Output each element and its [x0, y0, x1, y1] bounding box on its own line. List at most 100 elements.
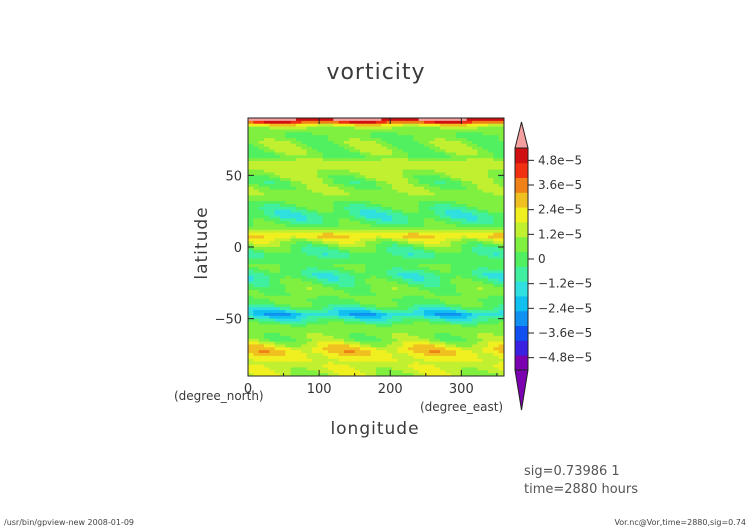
colorbar-tick-label: 3.6e−5: [538, 178, 582, 192]
field-cell: [269, 138, 276, 142]
field-cell: [477, 189, 484, 194]
field-cell: [434, 370, 441, 374]
field-cell: [418, 367, 425, 371]
field-cell: [488, 364, 494, 368]
field-cell: [285, 350, 292, 354]
field-cell: [386, 333, 393, 337]
field-cell: [269, 135, 276, 139]
field-cell: [317, 355, 324, 360]
field-cell: [456, 249, 462, 254]
field-cell: [418, 229, 425, 234]
field-cell: [472, 232, 478, 237]
field-cell: [493, 307, 500, 311]
field-cell: [386, 370, 393, 374]
field-cell: [274, 218, 281, 222]
field-cell: [317, 278, 324, 282]
field-cell: [477, 198, 484, 202]
field-cell: [306, 221, 313, 225]
field-cell: [354, 244, 361, 248]
field-cell: [477, 344, 484, 348]
field-cell: [482, 224, 489, 228]
field-cell: [408, 252, 414, 257]
field-cell: [365, 310, 372, 314]
field-cell: [376, 333, 382, 337]
field-cell: [344, 172, 350, 176]
field-cell: [440, 241, 446, 245]
field-cell: [376, 135, 382, 139]
field-cell: [434, 232, 441, 237]
field-cell: [312, 344, 318, 348]
field-cell: [344, 252, 350, 257]
field-cell: [253, 118, 260, 122]
field-cell: [365, 241, 372, 245]
field-cell: [461, 341, 468, 346]
field-cell: [322, 201, 329, 205]
field-cell: [349, 169, 356, 174]
field-cell: [301, 304, 308, 308]
field-cell: [296, 212, 302, 217]
field-cell: [493, 350, 500, 354]
field-cell: [274, 330, 281, 334]
field-cell: [418, 324, 425, 328]
field-cell: [408, 244, 414, 248]
field-cell: [472, 252, 478, 257]
field-cell: [365, 353, 372, 357]
field-cell: [392, 118, 398, 122]
field-cell: [290, 272, 297, 277]
field-cell: [344, 232, 350, 237]
field-cell: [338, 212, 345, 217]
field-cell: [274, 152, 281, 156]
field-cell: [360, 158, 366, 162]
field-cell: [328, 183, 334, 188]
field-cell: [408, 367, 414, 371]
field-cell: [280, 166, 286, 171]
field-cell: [306, 138, 313, 142]
field-cell: [290, 229, 297, 234]
field-cell: [488, 152, 494, 156]
field-cell: [264, 355, 270, 360]
field-cell: [285, 206, 292, 211]
field-cell: [344, 330, 350, 334]
field-cell: [264, 287, 270, 291]
field-cell: [472, 264, 478, 268]
field-cell: [386, 238, 393, 242]
field-cell: [269, 290, 276, 294]
field-cell: [274, 247, 281, 251]
field-cell: [477, 215, 484, 219]
field-cell: [274, 373, 281, 376]
field-cell: [445, 158, 452, 162]
field-cell: [440, 229, 446, 234]
field-cell: [301, 215, 308, 219]
field-cell: [445, 163, 452, 168]
field-cell: [354, 335, 361, 340]
field-cell: [349, 226, 356, 231]
field-cell: [397, 241, 404, 245]
field-cell: [296, 269, 302, 274]
field-cell: [461, 198, 468, 202]
field-cell: [248, 373, 254, 376]
field-cell: [456, 275, 462, 280]
field-cell: [312, 235, 318, 239]
field-cell: [274, 126, 281, 131]
field-cell: [360, 212, 366, 217]
field-cell: [445, 258, 452, 262]
field-cell: [312, 129, 318, 133]
field-cell: [445, 132, 452, 136]
field-cell: [440, 175, 446, 179]
field-cell: [280, 330, 286, 334]
field-cell: [248, 292, 254, 297]
field-cell: [354, 146, 361, 151]
field-cell: [280, 181, 286, 185]
field-cell: [408, 269, 414, 274]
field-cell: [477, 229, 484, 234]
field-cell: [312, 218, 318, 222]
field-cell: [445, 201, 452, 205]
field-cell: [456, 175, 462, 179]
field-cell: [322, 209, 329, 214]
field-cell: [344, 135, 350, 139]
field-cell: [466, 218, 473, 222]
field-cell: [365, 232, 372, 237]
field-cell: [290, 287, 297, 291]
field-cell: [498, 252, 504, 257]
field-cell: [456, 181, 462, 185]
